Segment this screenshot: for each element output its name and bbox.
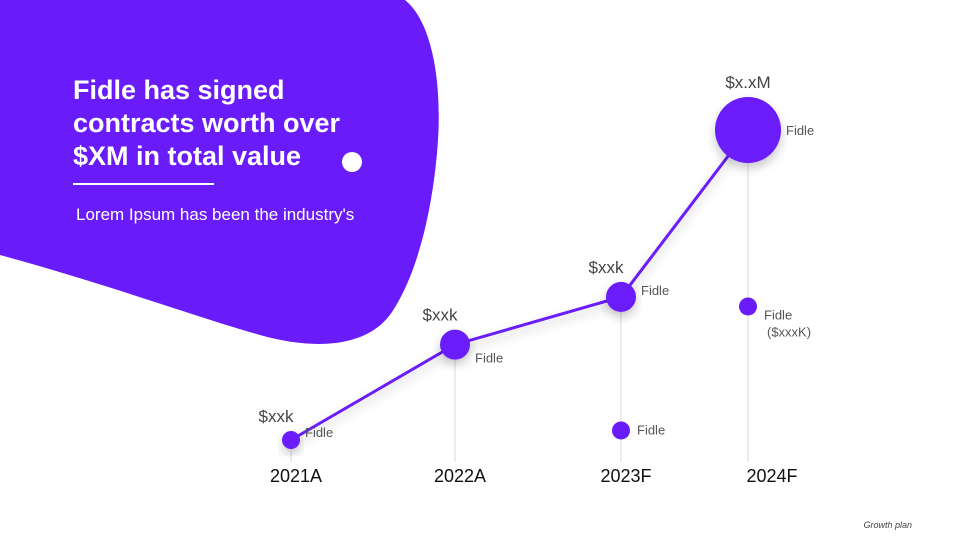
point-label-2022A: Fidle [475, 351, 503, 366]
point-label-2023F: Fidle [641, 283, 669, 298]
subtext: Lorem Ipsum has been the industry's [76, 205, 355, 224]
decorative-dot [342, 152, 362, 172]
category-label-2022A: 2022A [434, 466, 486, 486]
extra-point-label-2023F: Fidle [637, 422, 665, 437]
point-label-2021A: Fidle [305, 425, 333, 440]
category-label-2023F: 2023F [600, 466, 651, 486]
headline: Fidle has signed contracts worth over $X… [73, 75, 341, 171]
series-line [290, 129, 750, 442]
data-point-2023F [606, 281, 636, 312]
data-point-2024F [715, 97, 781, 163]
extra-point-sublabel-2024F: ($xxxK) [767, 324, 811, 339]
category-label-2021A: 2021A [270, 466, 322, 486]
point-label-2024F: Fidle [786, 123, 814, 138]
extra-point-label-2024F: Fidle [764, 307, 792, 322]
data-point-2021A [282, 431, 300, 449]
value-label-2022A: $xxk [423, 306, 458, 325]
data-point-2022A [440, 329, 470, 360]
footer-caption: Growth plan [863, 520, 912, 530]
extra-point-2024F [739, 297, 757, 316]
extra-point-2023F [612, 421, 630, 440]
value-label-2021A: $xxk [259, 407, 294, 426]
value-label-2024F: $x.xM [725, 73, 770, 92]
headline-divider [73, 183, 214, 185]
category-label-2024F: 2024F [746, 466, 797, 486]
value-label-2023F: $xxk [589, 258, 624, 277]
